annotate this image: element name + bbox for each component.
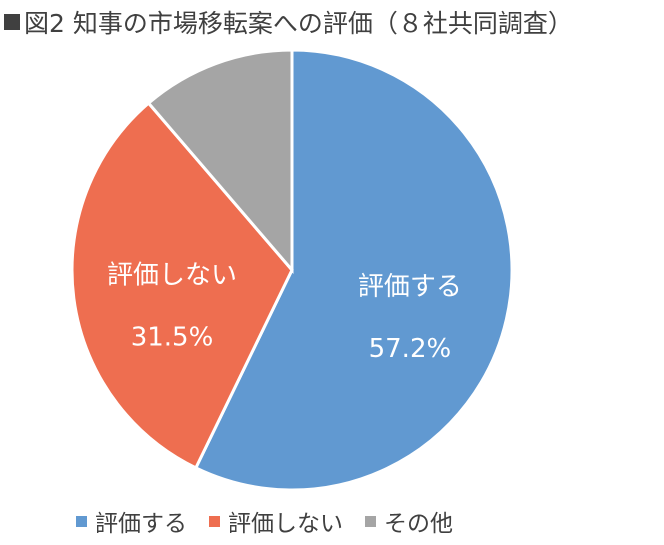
title-square-icon xyxy=(4,14,20,30)
pie-slice-1 xyxy=(70,101,294,470)
legend-item-2: その他 xyxy=(365,504,453,538)
legend-item-1: 評価しない xyxy=(209,504,343,538)
chart-title: 図2 知事の市場移転案への評価（８社共同調査） xyxy=(4,4,573,40)
slice-value-label-1: 31.5% xyxy=(131,323,214,353)
legend-label: 評価する xyxy=(95,511,187,537)
legend-swatch xyxy=(365,515,376,527)
legend-item-0: 評価する xyxy=(76,504,187,538)
legend-swatch xyxy=(76,515,87,527)
pie-slice-0 xyxy=(193,48,514,492)
slice-value-label-0: 57.2% xyxy=(369,334,452,364)
legend-label: その他 xyxy=(384,511,453,537)
legend: 評価する 評価しない その他 xyxy=(76,504,475,538)
legend-label: 評価しない xyxy=(228,511,343,537)
slice-category-label-0: 評価する xyxy=(358,272,462,302)
chart-title-text: 図2 知事の市場移転案への評価（８社共同調査） xyxy=(24,9,573,38)
slice-category-label-1: 評価しない xyxy=(107,261,237,291)
pie-slice-2 xyxy=(146,48,294,275)
legend-swatch xyxy=(209,515,220,527)
